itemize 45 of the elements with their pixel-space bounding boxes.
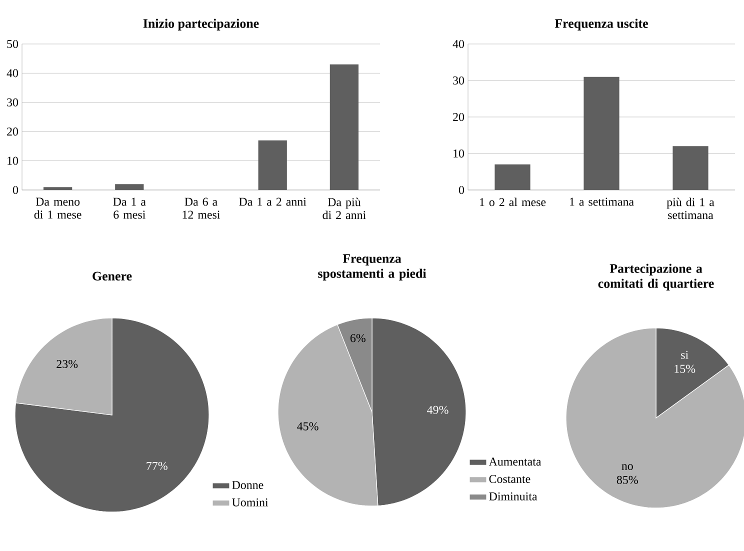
bar [494,164,530,190]
y-tick-label: 30 [453,76,464,85]
y-tick-label: 20 [453,112,464,122]
chart-title: Partecipazione a comitati di quartiere [598,264,714,290]
x-tick-label: Da 1 a 2 anni [239,198,306,206]
bar [258,140,287,190]
chart-title: Frequenza uscite [554,18,648,30]
bar [115,184,144,190]
legend-label: Donne [232,481,264,490]
legend-label: Aumentata [488,458,542,466]
slice-label: no [622,464,633,470]
x-tick-label: più di 1 a settimana [666,198,714,220]
data-label: 15% [674,364,696,373]
x-tick-label: Da 6 a 12 mesi [182,198,220,219]
legend-label: Diminuita [489,492,538,500]
legend-label: Costante [489,474,530,484]
chart-title: Genere [92,272,132,280]
y-tick-label: 0 [12,186,18,194]
y-tick-label: 40 [452,40,464,48]
y-tick-label: 40 [6,69,18,78]
y-tick-label: 10 [454,149,464,158]
y-tick-label: 50 [7,40,18,48]
x-tick-label: Da 1 a 6 mesi [113,198,146,219]
y-tick-label: 10 [8,156,18,165]
bar [330,64,359,190]
data-label: 45% [297,422,318,430]
bar [672,146,708,190]
x-tick-label: Da meno di 1 mese [34,198,82,219]
data-label: 23% [56,360,78,368]
data-label: 77% [146,462,168,470]
y-tick-label: 0 [458,186,464,194]
x-tick-label: 1 a settimana [570,198,634,206]
slice-label: si [681,350,688,359]
data-label: 49% [427,406,448,414]
chart-title: Inizio partecipazione [143,18,259,30]
x-tick-label: Da più di 2 anni [322,198,366,220]
y-tick-label: 20 [7,128,18,136]
y-tick-label: 30 [7,98,18,106]
data-label: 6% [350,334,366,342]
bar [43,187,72,190]
legend-label: Uomini [232,498,268,506]
bar [584,76,620,190]
data-label: 85% [616,476,638,484]
chart-title: Frequenza spostamenti a piedi [318,254,426,280]
x-tick-label: 1 o 2 al mese [480,198,546,206]
